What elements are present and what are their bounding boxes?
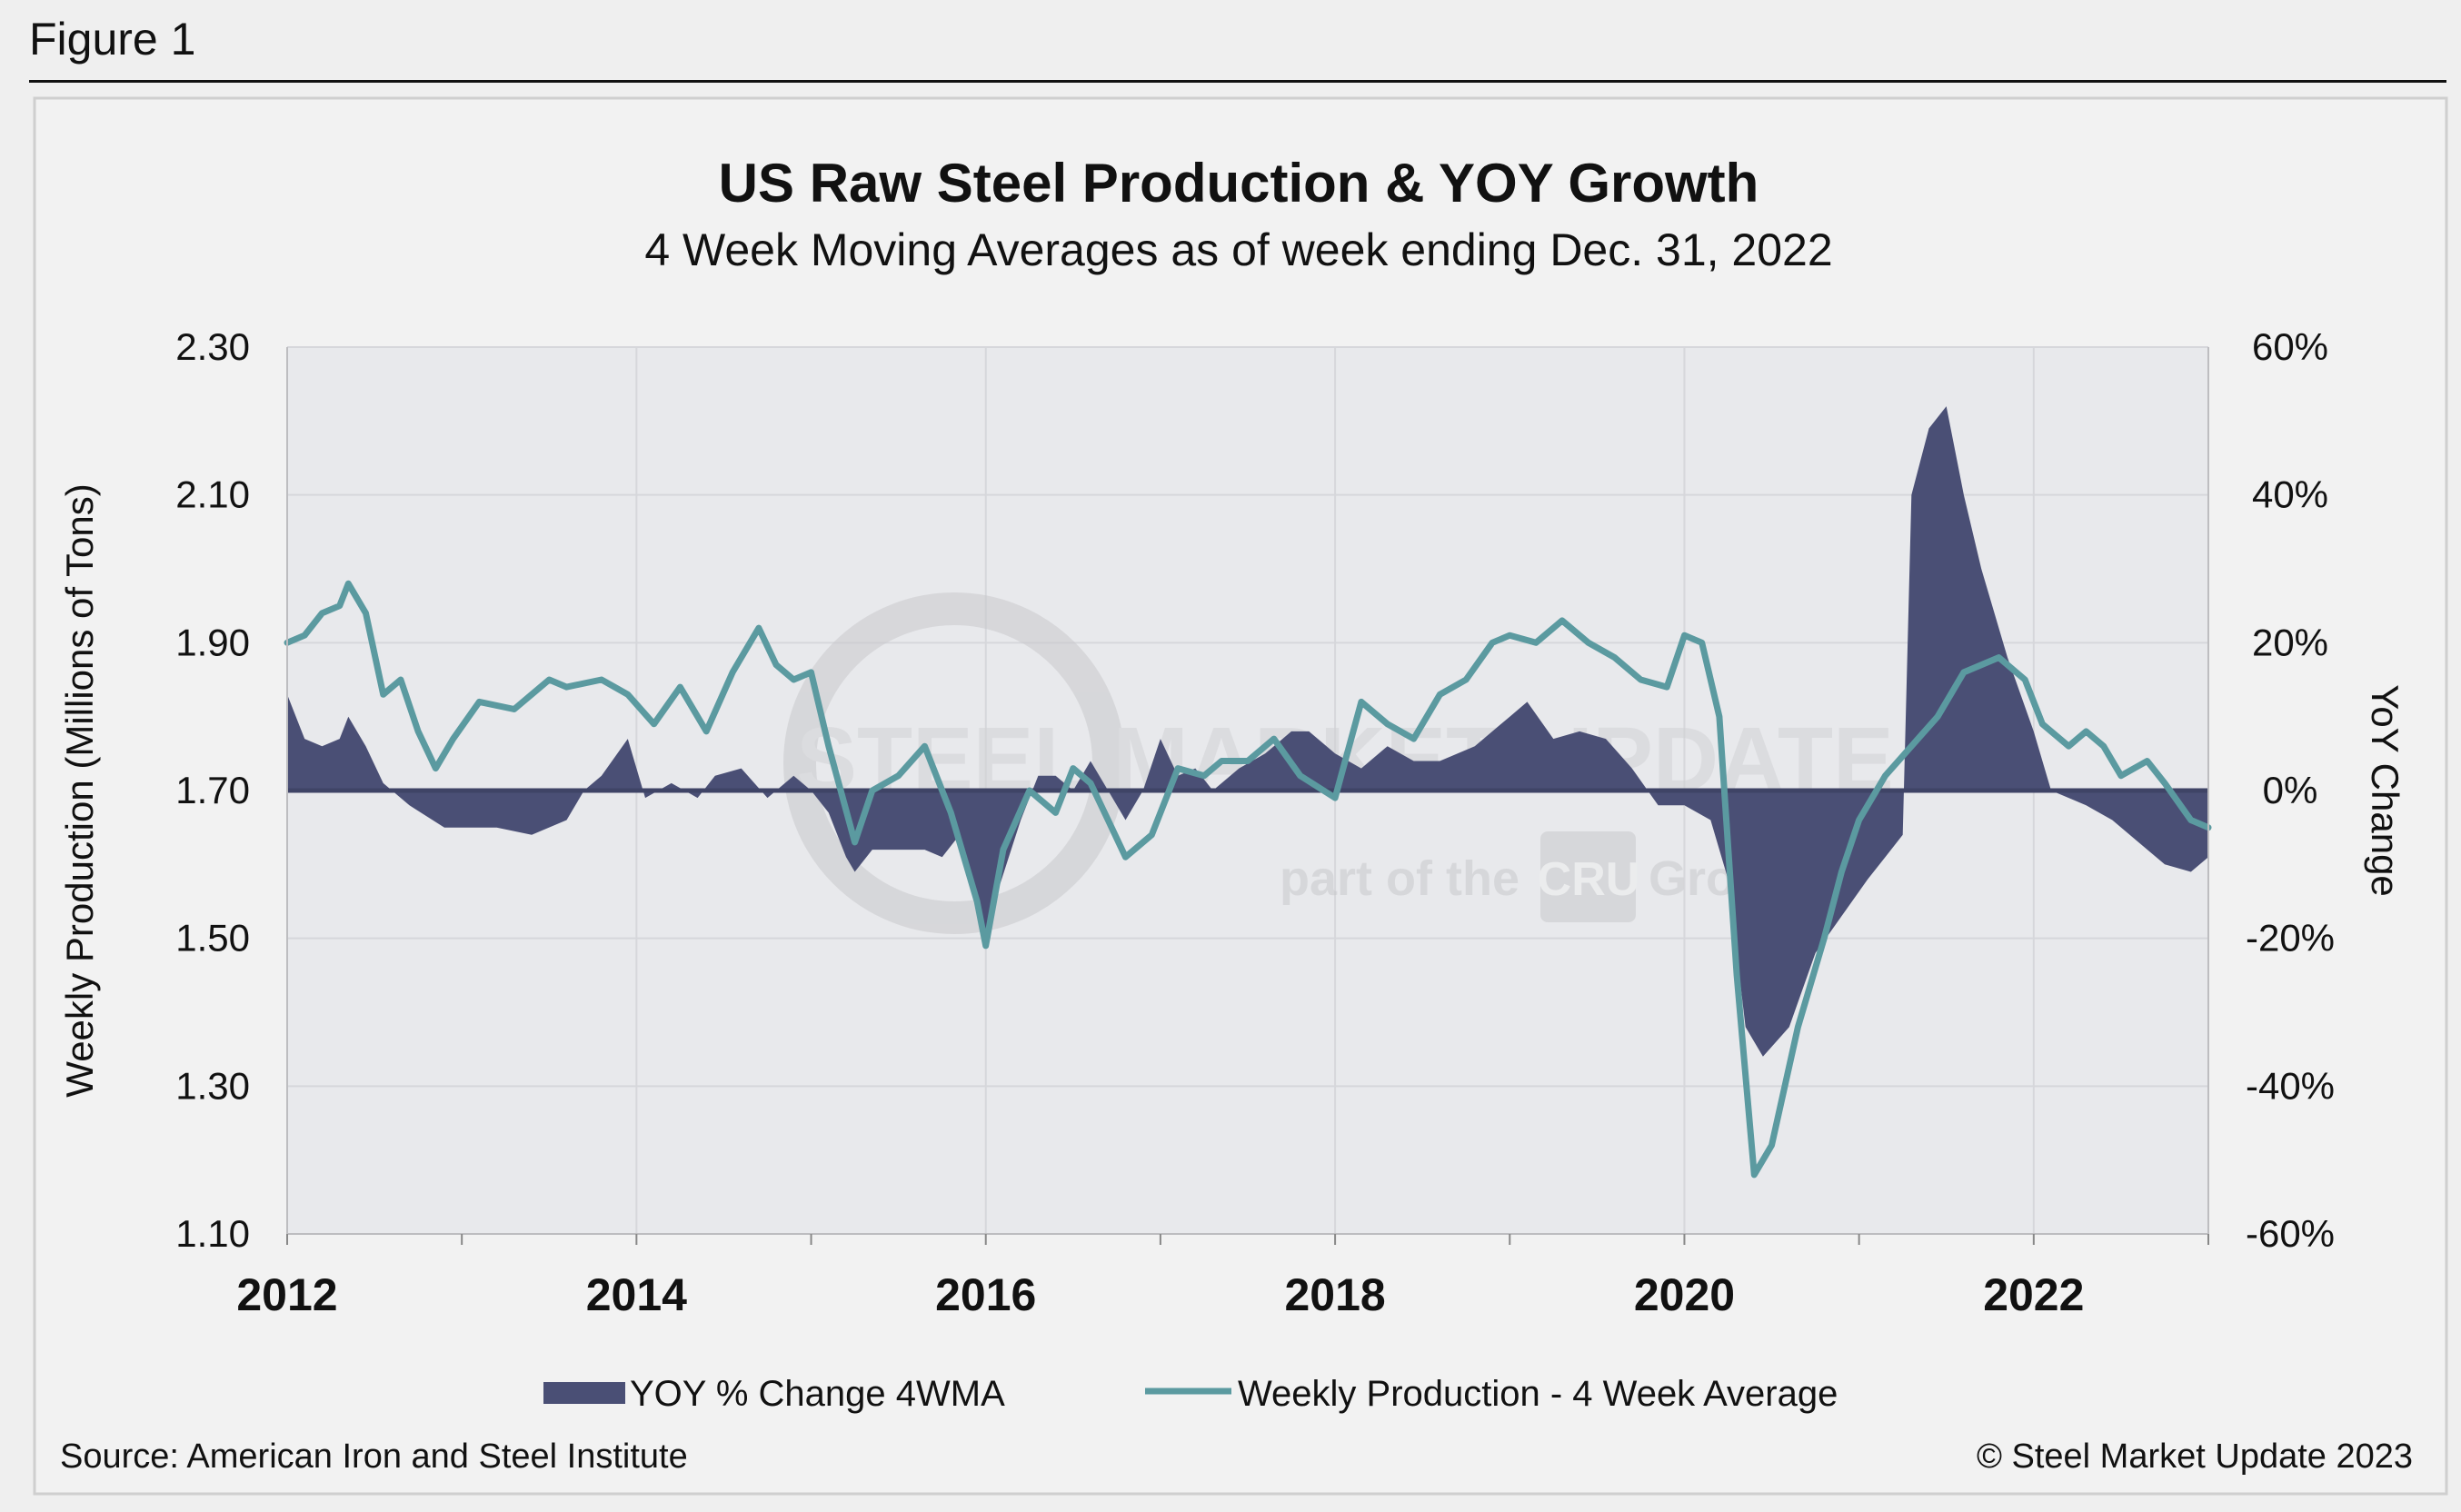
watermark-cru: CRU (1538, 853, 1640, 906)
series-production-line-path (284, 580, 2212, 1179)
x-tick-label: 2012 (236, 1269, 337, 1320)
chart-subtitle: 4 Week Moving Averages as of week ending… (644, 224, 1832, 275)
y-axis-left-label: Weekly Production (Millions of Tons) (58, 483, 101, 1097)
figure-label: Figure 1 (29, 14, 196, 65)
copyright-note: © Steel Market Update 2023 (1977, 1437, 2413, 1476)
y-right-tick-label: 40% (2252, 473, 2328, 516)
y-left-tick-label: 1.70 (175, 769, 250, 811)
y-left-tick-label: 1.30 (175, 1064, 250, 1107)
legend-label-production: Weekly Production - 4 Week Average (1238, 1374, 1838, 1414)
x-tick-label: 2016 (935, 1269, 1036, 1320)
x-tick-label: 2018 (1284, 1269, 1385, 1320)
y-left-tick-label: 2.10 (175, 473, 250, 516)
source-note: Source: American Iron and Steel Institut… (60, 1437, 688, 1476)
series-production-line (284, 580, 2212, 1179)
y-right-tick-label: 0% (2263, 769, 2318, 811)
y-left-tick-label: 1.90 (175, 621, 250, 663)
y-right-tick-label: -20% (2246, 917, 2335, 960)
legend-label-yoy: YOY % Change 4WMA (630, 1374, 1005, 1414)
watermark-cru-box (1540, 831, 1636, 922)
y-axis-right-label: YoY Change (2364, 684, 2406, 897)
series-yoy-area (287, 406, 2208, 1057)
chart-title: US Raw Steel Production & YOY Growth (719, 153, 1759, 214)
y-left-tick-label: 1.50 (175, 917, 250, 960)
x-tick-label: 2022 (1983, 1269, 2084, 1320)
legend-swatch-yoy (543, 1382, 625, 1404)
watermark-logo-ring (783, 592, 1125, 934)
y-left-tick-label: 1.10 (175, 1212, 250, 1255)
x-tick-label: 2014 (586, 1269, 687, 1320)
y-right-tick-label: 60% (2252, 325, 2328, 368)
y-right-tick-label: 20% (2252, 621, 2328, 663)
watermark-part-of: part of the (1280, 851, 1519, 906)
axes: 2.30 2.10 1.90 1.70 1.50 1.30 1.10 60% 40% 20% 0% -… (175, 325, 2335, 1320)
legend: YOY % Change 4WMA Weekly Production - 4 … (543, 1374, 1838, 1414)
y-right-tick-label: -60% (2246, 1212, 2335, 1255)
x-tick-label: 2020 (1634, 1269, 1735, 1320)
y-right-tick-label: -40% (2246, 1064, 2335, 1107)
y-left-tick-label: 2.30 (175, 325, 250, 368)
figure-rule (29, 80, 2446, 83)
